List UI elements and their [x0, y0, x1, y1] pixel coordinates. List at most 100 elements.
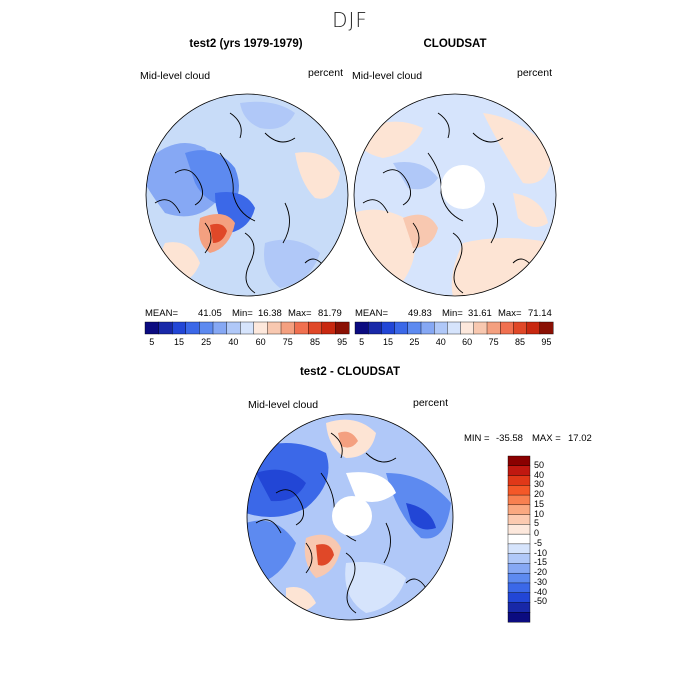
- colorbar-tick-label: 5: [149, 337, 155, 347]
- colorbar-swatch: [144, 321, 160, 335]
- colorbar-tick-label: 85: [309, 337, 320, 347]
- diff-min-label: MIN =: [464, 433, 490, 444]
- colorbar-tick-label: 5: [359, 337, 365, 347]
- colorbar-tick-label: -10: [534, 547, 548, 558]
- colorbar-swatch: [433, 321, 448, 335]
- missing-data-hole: [441, 165, 485, 209]
- variable-label-right: Mid-level cloud: [352, 70, 423, 82]
- colorbar-tick-label: 40: [435, 337, 446, 347]
- colorbar-swatch: [507, 572, 531, 584]
- colorbar-swatch: [294, 321, 309, 335]
- min-label-right: Min=: [442, 308, 463, 319]
- colorbar-swatch: [354, 321, 369, 335]
- missing-data-hole: [332, 496, 372, 536]
- figure-title: DJF: [332, 8, 368, 32]
- cloud-region: [513, 193, 548, 227]
- colorbar-tick-label: 40: [228, 337, 239, 347]
- colorbar-swatch: [172, 321, 187, 335]
- colorbar-tick-label: 75: [282, 337, 293, 347]
- colorbar-tick-label: 60: [462, 337, 473, 347]
- units-label-right: percent: [517, 67, 553, 79]
- colorbar-swatch: [253, 321, 268, 335]
- colorbar-swatch: [212, 321, 228, 335]
- colorbar-swatch: [394, 321, 409, 335]
- colorbar-tick-label: -30: [534, 576, 548, 587]
- colorbar-swatch: [239, 321, 255, 335]
- colorbar-swatch: [473, 321, 488, 335]
- diff-region: [316, 544, 334, 566]
- map-border: [246, 413, 454, 621]
- coastline: [382, 132, 504, 294]
- colorbar-tick-label: 20: [534, 489, 545, 500]
- colorbar-tick-label: 15: [382, 337, 393, 347]
- colorbar-swatch: [381, 321, 396, 335]
- colorbar-tick-label: 15: [173, 337, 184, 347]
- colorbar-tick-label: -15: [534, 557, 548, 568]
- diff-region: [338, 431, 358, 448]
- colorbar-swatch: [507, 524, 531, 535]
- colorbar-swatch: [507, 504, 531, 516]
- cloud-region: [264, 239, 320, 288]
- mean-label-right: MEAN=: [355, 308, 388, 319]
- colorbar-swatch: [280, 321, 296, 335]
- colorbar-tick-label: 40: [534, 469, 545, 480]
- colorbar-swatch: [199, 321, 214, 335]
- diff-region: [386, 473, 451, 539]
- colorbar-swatch: [507, 465, 531, 477]
- colorbar-tick-label: 5: [534, 518, 540, 529]
- colorbar-tick-label: 95: [541, 337, 552, 347]
- colorbar-swatch: [158, 321, 173, 335]
- colorbar-tick-label: 85: [514, 337, 525, 347]
- max-label-left: Max=: [288, 308, 312, 319]
- diff-panel-title: test2 - CLOUDSAT: [299, 366, 401, 378]
- variable-label-left: Mid-level cloud: [140, 70, 211, 82]
- colorbar-swatch: [507, 602, 531, 613]
- diff-region: [345, 562, 406, 613]
- colorbar-tick-label: 75: [488, 337, 499, 347]
- coastline: [174, 132, 296, 294]
- colorbar-swatch: [539, 321, 554, 335]
- colorbar-tick-label: 95: [337, 337, 348, 347]
- colorbar-swatch: [267, 321, 282, 335]
- mean-value-left: 41.05: [198, 308, 222, 319]
- colorbar-tick-label: -5: [534, 537, 543, 548]
- panel-title-left: test2 (yrs 1979-1979): [189, 38, 303, 50]
- colorbar-tick-label: 25: [201, 337, 212, 347]
- diff-min-value: -35.58: [496, 433, 523, 444]
- max-value-left: 81.79: [318, 308, 342, 319]
- colorbar-ticks-diff: 50 40 30 20 15 10 5 0 -5 -10 -15 -20 -30 -40 -50: [534, 456, 574, 622]
- min-value-right: 31.61: [468, 308, 492, 319]
- colorbar-tick-label: -40: [534, 586, 548, 597]
- colorbar-swatch: [407, 321, 422, 335]
- max-label-right: Max=: [498, 308, 522, 319]
- units-label-left: percent: [308, 67, 344, 79]
- colorbar-tick-label: 50: [534, 459, 545, 470]
- colorbar-tick-label: 60: [255, 337, 266, 347]
- colorbar-swatch: [507, 475, 531, 486]
- colorbar-swatch: [507, 563, 531, 574]
- colorbar-swatch: [499, 321, 514, 335]
- colorbar-swatch: [507, 592, 531, 603]
- map-border: [353, 93, 557, 297]
- panel-title-right: CLOUDSAT: [423, 38, 487, 50]
- colorbar-swatch: [486, 321, 501, 335]
- colorbar-swatch: [507, 494, 531, 506]
- colorbar-swatch: [321, 321, 336, 335]
- colorbar-swatch: [507, 514, 531, 525]
- colorbar-swatch: [335, 321, 350, 335]
- colorbar-tick-label: -50: [534, 596, 548, 607]
- colorbar-swatch: [526, 321, 541, 335]
- coastline: [255, 432, 427, 589]
- colorbar-right: [354, 321, 554, 335]
- cloud-region: [210, 223, 227, 243]
- colorbar-ticks-right: 5 15 25 40 60 75 85 95: [355, 337, 553, 349]
- map-diff: [246, 413, 454, 621]
- colorbar-swatch: [460, 321, 475, 335]
- diff-region: [346, 472, 396, 502]
- colorbar-swatch: [507, 485, 531, 496]
- colorbar-swatch: [513, 321, 528, 335]
- mean-value-right: 49.83: [408, 308, 432, 319]
- map-right: [353, 93, 557, 297]
- cloud-region: [295, 152, 340, 199]
- cloud-region: [393, 162, 438, 190]
